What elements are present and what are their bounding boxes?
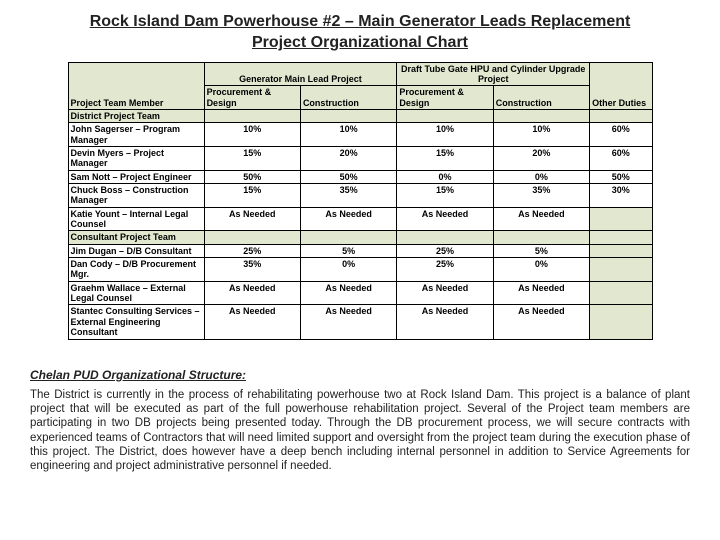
th-group2: Draft Tube Gate HPU and Cylinder Upgrade… [397, 62, 590, 86]
member-name: Sam Nott – Project Engineer [68, 170, 204, 183]
cell: 50% [204, 170, 300, 183]
title-line1: Rock Island Dam Powerhouse #2 – Main Gen… [90, 13, 631, 30]
cell: 60% [590, 123, 652, 147]
section-row: District Project Team [68, 109, 652, 122]
cell: 25% [204, 244, 300, 257]
th-member: Project Team Member [68, 62, 204, 109]
cell: 0% [493, 258, 589, 282]
th-g2b: Construction [493, 86, 589, 110]
table-row: Sam Nott – Project Engineer 50% 50% 0% 0… [68, 170, 652, 183]
cell: 0% [300, 258, 396, 282]
cell: 35% [300, 184, 396, 208]
cell: 15% [397, 147, 493, 171]
cell: 60% [590, 147, 652, 171]
member-name: John Sagerser – Program Manager [68, 123, 204, 147]
cell: 25% [397, 258, 493, 282]
page-title: Rock Island Dam Powerhouse #2 – Main Gen… [30, 12, 690, 54]
section-1: District Project Team [68, 109, 204, 122]
cell: As Needed [204, 281, 300, 305]
cell: 25% [397, 244, 493, 257]
cell: 35% [493, 184, 589, 208]
cell [590, 305, 652, 339]
cell: 15% [204, 147, 300, 171]
org-table-wrap: Project Team Member Generator Main Lead … [68, 62, 653, 340]
table-row: Devin Myers – Project Manager 15% 20% 15… [68, 147, 652, 171]
cell: 0% [493, 170, 589, 183]
th-other: Other Duties [590, 62, 652, 109]
table-row: Katie Yount – Internal Legal Counsel As … [68, 207, 652, 231]
cell: As Needed [397, 207, 493, 231]
cell: 10% [493, 123, 589, 147]
title-line2: Project Organizational Chart [252, 34, 468, 51]
cell [590, 244, 652, 257]
table-row: Graehm Wallace – External Legal Counsel … [68, 281, 652, 305]
cell: 15% [204, 184, 300, 208]
cell: As Needed [300, 305, 396, 339]
cell [590, 258, 652, 282]
cell: As Needed [397, 281, 493, 305]
cell: 0% [397, 170, 493, 183]
cell: As Needed [397, 305, 493, 339]
cell: 30% [590, 184, 652, 208]
member-name: Devin Myers – Project Manager [68, 147, 204, 171]
cell: 20% [493, 147, 589, 171]
paragraph-text: The District is currently in the process… [30, 388, 690, 474]
member-name: Dan Cody – D/B Procurement Mgr. [68, 258, 204, 282]
member-name: Stantec Consulting Services – External E… [68, 305, 204, 339]
member-name: Katie Yount – Internal Legal Counsel [68, 207, 204, 231]
cell: As Needed [204, 207, 300, 231]
cell [590, 281, 652, 305]
cell: 5% [493, 244, 589, 257]
th-group1: Generator Main Lead Project [204, 62, 397, 86]
cell: As Needed [493, 305, 589, 339]
cell: 35% [204, 258, 300, 282]
cell: 10% [300, 123, 396, 147]
section-2: Consultant Project Team [68, 231, 204, 244]
org-table: Project Team Member Generator Main Lead … [68, 62, 653, 340]
section-row: Consultant Project Team [68, 231, 652, 244]
member-name: Chuck Boss – Construction Manager [68, 184, 204, 208]
cell: 10% [204, 123, 300, 147]
table-row: Stantec Consulting Services – External E… [68, 305, 652, 339]
cell: 5% [300, 244, 396, 257]
cell: As Needed [493, 207, 589, 231]
cell: 10% [397, 123, 493, 147]
cell: As Needed [300, 281, 396, 305]
paragraph-heading: Chelan PUD Organizational Structure: [30, 368, 690, 382]
cell: 50% [300, 170, 396, 183]
cell: As Needed [493, 281, 589, 305]
th-g1a: Procurement & Design [204, 86, 300, 110]
cell: 15% [397, 184, 493, 208]
th-g2a: Procurement & Design [397, 86, 493, 110]
table-row: Dan Cody – D/B Procurement Mgr. 35% 0% 2… [68, 258, 652, 282]
cell [590, 207, 652, 231]
table-row: Jim Dugan – D/B Consultant 25% 5% 25% 5% [68, 244, 652, 257]
table-row: Chuck Boss – Construction Manager 15% 35… [68, 184, 652, 208]
table-row: John Sagerser – Program Manager 10% 10% … [68, 123, 652, 147]
cell: As Needed [204, 305, 300, 339]
member-name: Jim Dugan – D/B Consultant [68, 244, 204, 257]
cell: As Needed [300, 207, 396, 231]
cell: 50% [590, 170, 652, 183]
member-name: Graehm Wallace – External Legal Counsel [68, 281, 204, 305]
th-g1b: Construction [300, 86, 396, 110]
cell: 20% [300, 147, 396, 171]
